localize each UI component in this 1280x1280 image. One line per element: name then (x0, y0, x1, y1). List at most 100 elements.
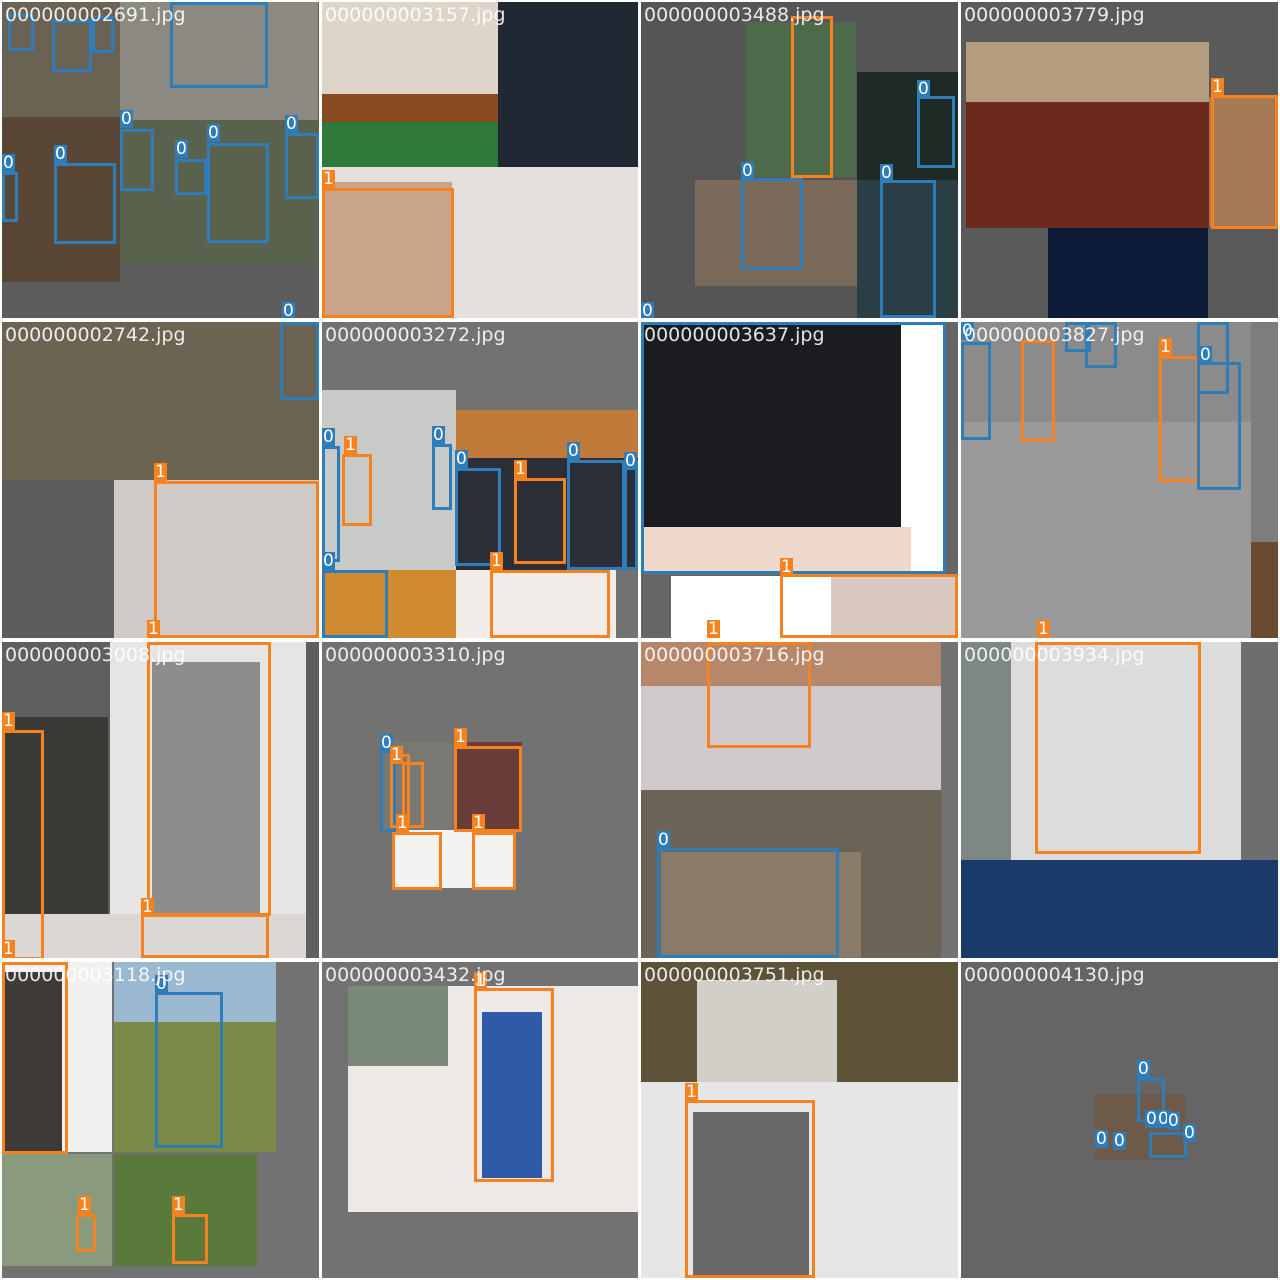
photo-patch (831, 576, 958, 638)
detection-box (780, 574, 958, 638)
detection-box (2, 962, 68, 1154)
image-filename: 000000003157.jpg (325, 4, 506, 26)
mosaic-tile: 0 1 1 000000003118.jpg (2, 962, 319, 1278)
detection-box (280, 322, 319, 400)
detection-box (141, 914, 269, 958)
image-filename: 000000003751.jpg (644, 964, 825, 986)
photo-patch (1251, 542, 1278, 638)
detection-box (2, 730, 44, 958)
mosaic-tile: 1 1 1 000000003008.jpg (2, 642, 319, 958)
class-tag: 1 (474, 971, 487, 991)
photo-patch (392, 830, 516, 888)
photo-patch (961, 642, 1011, 860)
detection-box (624, 460, 638, 570)
detection-box (741, 178, 803, 270)
class-tag: 0 (285, 114, 298, 134)
class-tag: 1 (344, 435, 357, 455)
photo-patch (693, 1112, 809, 1278)
image-filename: 000000003934.jpg (964, 644, 1145, 666)
mosaic-tile: 1 1 000000003637.jpg (641, 322, 958, 638)
photo-patch (1209, 97, 1278, 227)
class-tag: 0 (1145, 1109, 1158, 1129)
photo-patch (2, 717, 108, 915)
detection-box (1197, 322, 1229, 394)
photo-patch (482, 1012, 542, 1178)
mosaic-tile: 1 000000003779.jpg (961, 2, 1278, 318)
detection-box (154, 481, 319, 638)
class-tag: 0 (1157, 1109, 1170, 1129)
class-tag: 1 (454, 727, 467, 747)
mosaic-tile: 1 000000003157.jpg (322, 2, 638, 318)
detection-box (474, 988, 554, 1182)
class-tag: 0 (155, 974, 168, 994)
image-filename: 000000003779.jpg (964, 4, 1145, 26)
mosaic-tile: 1 000000003432.jpg (322, 962, 638, 1278)
detection-box (455, 468, 501, 566)
detection-box (392, 832, 442, 890)
photo-patch (966, 42, 1209, 102)
class-tag: 0 (741, 161, 754, 181)
mosaic-tile: 0 1 0 1 000000003827.jpg (961, 322, 1278, 638)
class-tag: 0 (657, 830, 670, 850)
image-filename: 000000003488.jpg (644, 4, 825, 26)
photo-patch (746, 22, 856, 177)
detection-box (147, 642, 271, 916)
photo-patch (1011, 642, 1241, 860)
class-tag: 0 (455, 449, 468, 469)
photo-patch (2, 117, 120, 282)
class-tag: 1 (1037, 619, 1050, 638)
class-tag: 0 (880, 163, 893, 183)
detection-box (170, 2, 268, 88)
detection-box (791, 16, 833, 178)
photo-patch (152, 662, 260, 914)
detection-box (285, 133, 319, 199)
class-tag: 0 (1095, 1129, 1108, 1149)
mosaic-tile: 0 0 0 0 0 0 0 000000002691.jpg (2, 2, 319, 318)
mosaic-tile: 0 1 1 1 1 000000003310.jpg (322, 642, 638, 958)
class-tag: 1 (78, 1195, 91, 1215)
photo-patch (697, 980, 837, 1082)
detection-box (342, 454, 372, 526)
class-tag: 0 (380, 733, 393, 753)
detection-box (76, 1214, 96, 1252)
photo-patch (641, 686, 941, 790)
mosaic-tile: 1 000000003751.jpg (641, 962, 958, 1278)
detection-box (657, 848, 839, 958)
detection-box (1211, 95, 1278, 229)
photo-patch (456, 570, 616, 638)
detection-box (92, 16, 114, 53)
detection-box (322, 446, 340, 562)
mosaic-tile: 0 1 000000003716.jpg (641, 642, 958, 958)
mosaic-tile: 0 0 0 0 000000003488.jpg (641, 2, 958, 318)
image-filename: 000000002691.jpg (5, 4, 186, 26)
detection-box (685, 1100, 815, 1278)
class-tag: 1 (2, 711, 15, 731)
class-tag: 1 (396, 813, 409, 833)
detection-box (1085, 322, 1117, 368)
class-tag: 1 (172, 1195, 185, 1215)
class-tag: 0 (961, 322, 974, 341)
detection-box (432, 444, 452, 510)
image-filename: 000000003118.jpg (5, 964, 186, 986)
photo-patch (641, 322, 901, 527)
detection-box (707, 642, 811, 748)
class-tag: 0 (1137, 1059, 1150, 1079)
photo-patch (498, 2, 638, 167)
class-tag: 1 (1159, 337, 1172, 357)
class-tag: 0 (917, 79, 930, 99)
detection-box (322, 570, 388, 638)
detection-box (172, 1214, 208, 1264)
photo-patch (661, 852, 861, 958)
photo-patch (2, 914, 306, 958)
class-tag: 1 (2, 939, 15, 958)
class-tag: 0 (175, 139, 188, 159)
detection-box (175, 159, 207, 195)
class-tag: 0 (1199, 345, 1212, 365)
detection-box (120, 129, 154, 191)
class-tag: 1 (472, 813, 485, 833)
class-tag: 0 (322, 427, 335, 447)
mosaic-tile: 1 1 000000002742.jpg (2, 322, 319, 638)
image-filename: 000000003827.jpg (964, 324, 1145, 346)
detection-box (1149, 1132, 1187, 1158)
